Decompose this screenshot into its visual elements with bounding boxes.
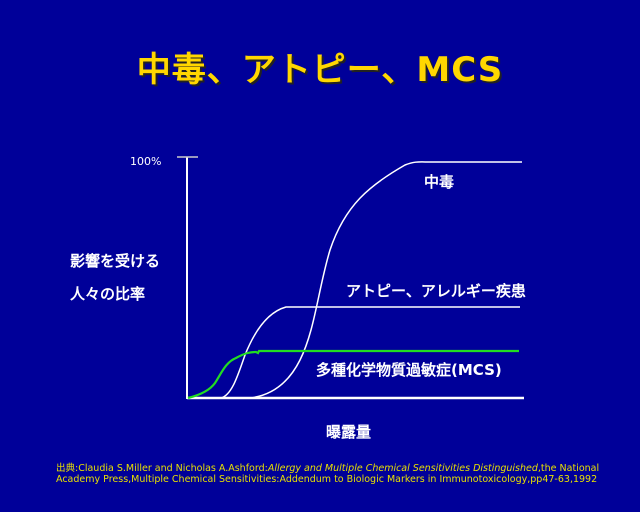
atopy-curve	[220, 306, 520, 399]
slide-title: 中毒、アトピー、MCS	[136, 50, 504, 90]
mcs-label: 多種化学物質過敏症(MCS)	[316, 361, 502, 379]
poisoning-label: 中毒	[424, 173, 455, 191]
mcs-curve	[187, 349, 519, 400]
citation-line-1: 出典:Claudia S.Miller and Nicholas A.Ashfo…	[56, 460, 599, 474]
x-axis-label: 曝露量	[326, 423, 372, 441]
citation-suffix: ,the National	[537, 463, 600, 474]
y-axis-tick-100: 100%	[130, 155, 162, 168]
atopy-label: アトピー、アレルギー疾患	[346, 282, 526, 300]
citation-line-2: Academy Press,Multiple Chemical Sensitiv…	[56, 474, 598, 485]
y-axis-label-line2: 人々の比率	[70, 285, 146, 303]
y-axis-label-line1: 影響を受ける	[70, 252, 161, 270]
citation-prefix: 出典:Claudia S.Miller and Nicholas A.Ashfo…	[56, 463, 268, 474]
citation-book-title: Allergy and Multiple Chemical Sensitivit…	[267, 463, 538, 474]
poisoning-curve	[249, 161, 522, 399]
